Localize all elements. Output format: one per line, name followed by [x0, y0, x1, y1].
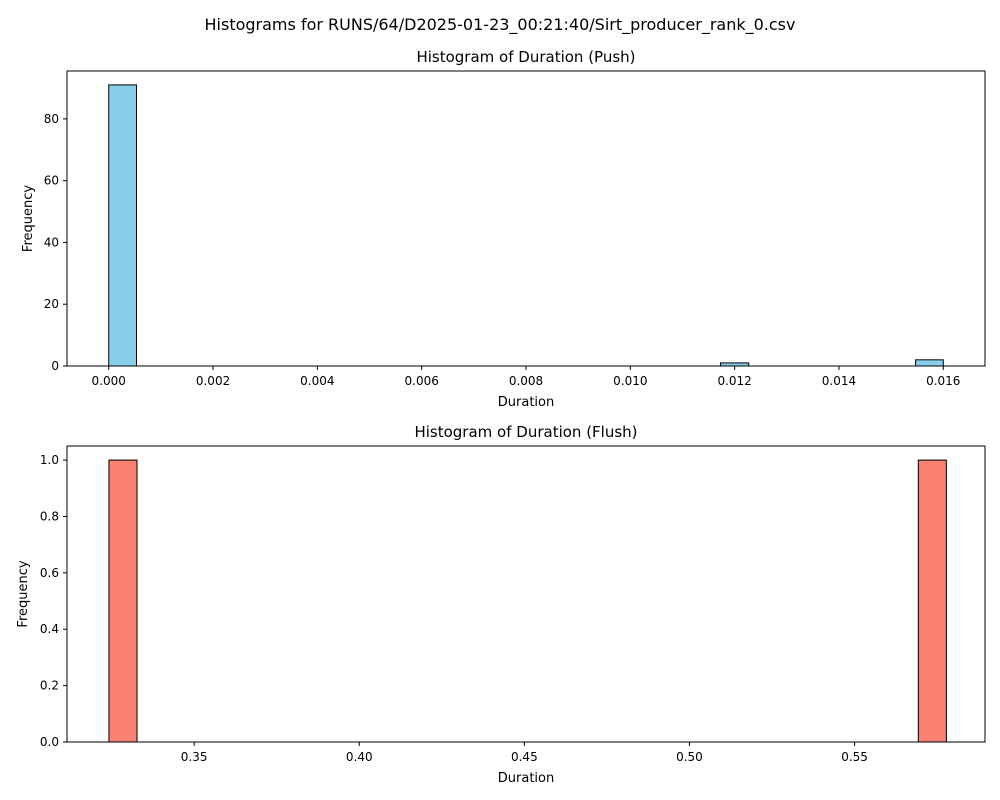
chart-1-ytick-label-4: 0.8	[40, 509, 59, 523]
chart-0-xtick-label-4: 0.008	[509, 374, 543, 388]
chart-0-xtick-label-3: 0.006	[405, 374, 439, 388]
chart-1-ytick-label-1: 0.2	[40, 679, 59, 693]
chart-1-xtick-label-4: 0.55	[841, 750, 868, 764]
chart-0-ytick-label-2: 40	[44, 235, 59, 249]
chart-0-xtick-label-6: 0.012	[717, 374, 751, 388]
chart-1-title: Histogram of Duration (Flush)	[414, 423, 637, 441]
chart-1-xtick-label-1: 0.40	[346, 750, 373, 764]
chart-0-axes-frame	[66, 70, 986, 367]
chart-0-ytick-label-4: 80	[44, 112, 59, 126]
chart-1-axes-frame	[66, 445, 986, 743]
chart-0-ytick-label-0: 0	[51, 359, 59, 373]
chart-0-ytick-label-1: 20	[44, 297, 59, 311]
chart-1-bar-1	[917, 459, 947, 743]
chart-1-ytick-label-3: 0.6	[40, 566, 59, 580]
chart-0-xlabel: Duration	[498, 395, 554, 410]
chart-0-bar-0	[108, 84, 138, 367]
chart-0-title: Histogram of Duration (Push)	[416, 48, 635, 66]
chart-0-xtick-label-0: 0.000	[92, 374, 126, 388]
chart-1-xlabel: Duration	[498, 771, 554, 786]
chart-1-xtick-label-3: 0.50	[676, 750, 703, 764]
chart-0-xtick-label-1: 0.002	[196, 374, 230, 388]
chart-0-xtick-label-8: 0.016	[926, 374, 960, 388]
chart-1-ytick-label-0: 0.0	[40, 735, 59, 749]
chart-0-xtick-label-5: 0.010	[613, 374, 647, 388]
chart-0-ytick-label-3: 60	[44, 174, 59, 188]
chart-1-ytick-label-5: 1.0	[40, 453, 59, 467]
chart-1-xtick-label-2: 0.45	[511, 750, 538, 764]
figure-suptitle: Histograms for RUNS/64/D2025-01-23_00:21…	[205, 15, 796, 35]
chart-0-xtick-label-2: 0.004	[300, 374, 334, 388]
histogram-flush-panel: 0.35 0.40 0.45 0.50 0.55 0.0 0.2 0.4 0.6 0.8 1.0 Hi…	[16, 423, 986, 786]
chart-0-ylabel: Frequency	[21, 185, 36, 252]
chart-0-bar-2	[915, 359, 944, 367]
histogram-push-panel: 0.000 0.002 0.004 0.006 0.008 0.010 0.012 0.014…	[21, 48, 986, 410]
chart-1-ylabel: Frequency	[16, 560, 31, 627]
chart-1-bar-0	[108, 459, 138, 743]
chart-1-ytick-label-2: 0.4	[40, 622, 59, 636]
chart-0-xtick-label-7: 0.014	[822, 374, 856, 388]
chart-1-xtick-label-0: 0.35	[181, 750, 208, 764]
